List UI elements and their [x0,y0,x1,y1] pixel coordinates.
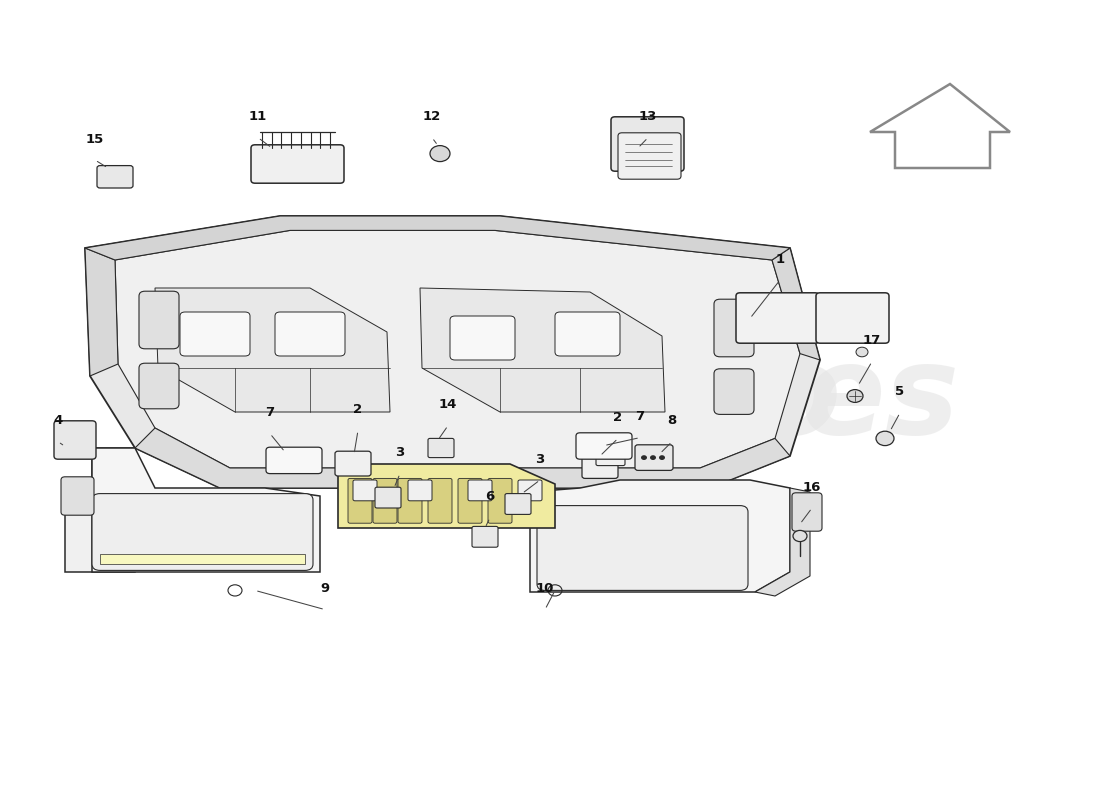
FancyBboxPatch shape [816,293,889,343]
Circle shape [793,530,807,542]
Polygon shape [65,448,135,572]
FancyBboxPatch shape [373,478,397,523]
FancyBboxPatch shape [518,480,542,501]
Text: 12: 12 [422,110,441,123]
Polygon shape [135,428,790,488]
Text: euro: euro [520,339,842,461]
FancyBboxPatch shape [97,166,133,188]
Circle shape [650,455,656,460]
FancyBboxPatch shape [450,316,515,360]
FancyBboxPatch shape [408,480,432,501]
FancyBboxPatch shape [428,438,454,458]
Text: 2: 2 [353,403,363,416]
Circle shape [641,455,647,460]
Text: 13: 13 [639,110,657,123]
FancyBboxPatch shape [54,421,96,459]
FancyBboxPatch shape [92,494,314,570]
Text: a passion for parts: a passion for parts [500,484,720,508]
FancyBboxPatch shape [180,312,250,356]
FancyBboxPatch shape [468,480,492,501]
Circle shape [876,431,894,446]
Text: 1: 1 [776,253,784,266]
Polygon shape [92,448,320,572]
FancyBboxPatch shape [736,293,820,343]
FancyBboxPatch shape [139,291,179,349]
FancyBboxPatch shape [60,477,94,515]
FancyBboxPatch shape [348,478,372,523]
Text: 11: 11 [249,110,267,123]
FancyBboxPatch shape [375,487,402,508]
Text: 16: 16 [803,481,822,494]
FancyBboxPatch shape [635,445,673,470]
FancyBboxPatch shape [275,312,345,356]
Polygon shape [155,288,390,412]
Text: 14: 14 [439,398,458,411]
FancyBboxPatch shape [139,363,179,409]
Text: 4: 4 [54,414,63,427]
Text: 5: 5 [895,386,904,398]
Text: 7: 7 [636,410,645,423]
Circle shape [856,347,868,357]
Text: 8: 8 [668,414,676,427]
FancyBboxPatch shape [428,478,452,523]
Text: 3: 3 [395,446,405,459]
FancyBboxPatch shape [556,312,620,356]
FancyBboxPatch shape [596,445,625,466]
FancyBboxPatch shape [505,494,531,514]
Polygon shape [100,554,305,564]
Text: 10: 10 [536,582,554,595]
Polygon shape [116,230,800,468]
FancyBboxPatch shape [537,506,748,590]
FancyBboxPatch shape [266,447,322,474]
Text: es: es [800,339,959,461]
Text: 3: 3 [536,453,544,466]
FancyBboxPatch shape [488,478,512,523]
FancyBboxPatch shape [714,299,754,357]
Text: 7: 7 [265,406,275,419]
FancyBboxPatch shape [398,478,422,523]
Text: 6: 6 [485,490,495,503]
Text: 9: 9 [320,582,330,595]
Polygon shape [530,480,790,592]
Text: 15: 15 [86,133,104,146]
FancyBboxPatch shape [792,493,822,531]
FancyBboxPatch shape [336,451,371,476]
Polygon shape [85,248,118,376]
FancyBboxPatch shape [582,454,618,478]
FancyBboxPatch shape [618,133,681,179]
Circle shape [430,146,450,162]
Text: 17: 17 [862,334,881,347]
FancyBboxPatch shape [576,433,632,459]
Circle shape [659,455,666,460]
FancyBboxPatch shape [714,369,754,414]
FancyBboxPatch shape [610,117,684,171]
Polygon shape [755,488,810,596]
Circle shape [847,390,864,402]
Polygon shape [772,248,820,360]
Polygon shape [85,216,790,260]
Polygon shape [338,464,556,528]
Text: 2: 2 [614,411,623,424]
FancyBboxPatch shape [472,526,498,547]
Polygon shape [85,216,820,488]
FancyBboxPatch shape [251,145,344,183]
FancyBboxPatch shape [353,480,377,501]
Polygon shape [420,288,666,412]
FancyBboxPatch shape [458,478,482,523]
